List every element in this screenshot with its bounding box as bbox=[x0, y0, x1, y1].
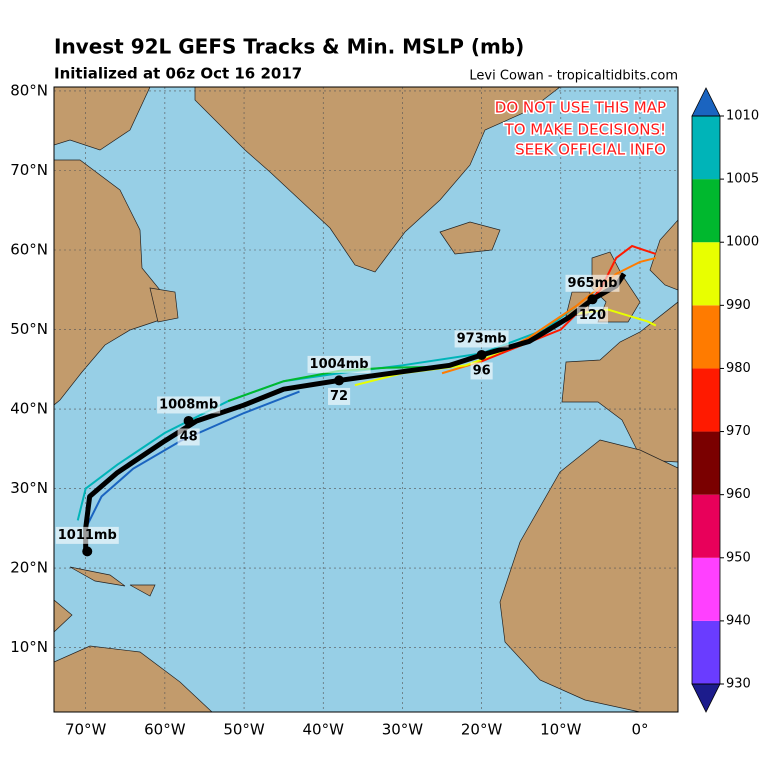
y-tick-label: 40°N bbox=[10, 400, 48, 418]
colorbar-segment bbox=[692, 620, 720, 684]
label-box bbox=[470, 362, 493, 380]
y-tick-label: 30°N bbox=[10, 479, 48, 497]
label-box bbox=[576, 306, 609, 324]
hour-label: 72 bbox=[330, 389, 348, 404]
position-dot bbox=[82, 546, 93, 557]
y-tick-label: 60°N bbox=[10, 241, 48, 259]
colorbar-tick-label: 940 bbox=[726, 613, 751, 628]
credit: Levi Cowan - tropicaltidbits.com bbox=[469, 69, 678, 84]
subtitle: Initialized at 06z Oct 16 2017 bbox=[54, 65, 302, 83]
colorbar-segment bbox=[692, 494, 720, 558]
ensemble-track bbox=[441, 256, 657, 375]
label-box bbox=[565, 274, 620, 292]
x-tick-label: 50°W bbox=[223, 721, 265, 739]
ensemble-track bbox=[84, 390, 300, 529]
label-box bbox=[55, 526, 119, 544]
colorbar-tick-label: 970 bbox=[726, 424, 751, 439]
x-tick-label: 70°W bbox=[65, 721, 107, 739]
newfoundland bbox=[149, 287, 179, 323]
colorbar-tick-label: 1010 bbox=[726, 109, 759, 124]
colorbar-tick-label: 1005 bbox=[726, 172, 759, 187]
map-frame bbox=[53, 86, 679, 713]
position-dot bbox=[183, 415, 194, 426]
warning: DO NOT USE THIS MAP bbox=[495, 99, 666, 117]
greenland bbox=[194, 87, 561, 273]
colorbar-tick-label: 960 bbox=[726, 487, 751, 502]
colorbar-segment bbox=[692, 242, 720, 306]
title: Invest 92L GEFS Tracks & Min. MSLP (mb) bbox=[54, 35, 524, 59]
position-dot bbox=[476, 349, 487, 360]
colorbar-frame bbox=[691, 115, 721, 685]
hispaniola bbox=[129, 584, 156, 597]
pressure-label: 973mb bbox=[457, 331, 507, 346]
y-tick-label: 20°N bbox=[10, 559, 48, 577]
y-tick-label: 10°N bbox=[10, 638, 48, 656]
colorbar-tick-label: 990 bbox=[726, 298, 751, 313]
position-dot bbox=[334, 375, 345, 386]
pressure-label: 1011mb bbox=[58, 528, 117, 543]
colorbar-segment bbox=[692, 305, 720, 369]
position-dot bbox=[587, 294, 598, 305]
label-box bbox=[328, 387, 351, 405]
warning: SEEK OFFICIAL INFO bbox=[515, 141, 666, 159]
central-america bbox=[54, 599, 73, 633]
y-tick-label: 70°N bbox=[10, 161, 48, 179]
pressure-label: 1004mb bbox=[310, 357, 369, 372]
label-box bbox=[307, 355, 371, 373]
x-tick-label: 40°W bbox=[303, 721, 345, 739]
iceland bbox=[439, 221, 501, 255]
colorbar-tick-label: 950 bbox=[726, 550, 751, 565]
cuba bbox=[69, 566, 126, 587]
x-tick-label: 20°W bbox=[461, 721, 503, 739]
colorbar-segment bbox=[692, 116, 720, 180]
colorbar-segment bbox=[692, 557, 720, 621]
africa bbox=[499, 439, 678, 712]
hour-label: 48 bbox=[180, 429, 198, 444]
land bbox=[54, 87, 678, 712]
hour-label: 96 bbox=[473, 363, 491, 378]
warning: TO MAKE DECISIONS! bbox=[504, 121, 666, 139]
colorbar-segment bbox=[692, 431, 720, 495]
y-tick-label: 50°N bbox=[10, 320, 48, 338]
colorbar-tick-label: 930 bbox=[726, 677, 751, 692]
scandinavia bbox=[649, 219, 678, 291]
y-tick-label: 80°N bbox=[10, 81, 48, 99]
pressure-label: 1008mb bbox=[159, 397, 218, 412]
south-america bbox=[54, 645, 213, 712]
pressure-label: 965mb bbox=[567, 276, 617, 291]
x-tick-label: 60°W bbox=[144, 721, 186, 739]
colorbar-tick-label: 1000 bbox=[726, 235, 759, 250]
ensemble-track bbox=[481, 244, 657, 363]
x-tick-label: 10°W bbox=[540, 721, 582, 739]
colorbar-tick-label: 980 bbox=[726, 361, 751, 376]
label-box bbox=[454, 330, 509, 348]
north-america bbox=[54, 87, 151, 151]
hour-label: 120 bbox=[579, 308, 606, 323]
x-tick-label: 30°W bbox=[382, 721, 424, 739]
europe bbox=[561, 301, 678, 463]
colorbar-extend bbox=[691, 683, 721, 713]
colorbar-extend bbox=[691, 87, 721, 117]
label-box bbox=[157, 396, 221, 414]
colorbar-segment bbox=[692, 368, 720, 432]
colorbar-segment bbox=[692, 179, 720, 243]
label-box bbox=[177, 428, 200, 446]
x-tick-label: 0° bbox=[631, 721, 648, 739]
